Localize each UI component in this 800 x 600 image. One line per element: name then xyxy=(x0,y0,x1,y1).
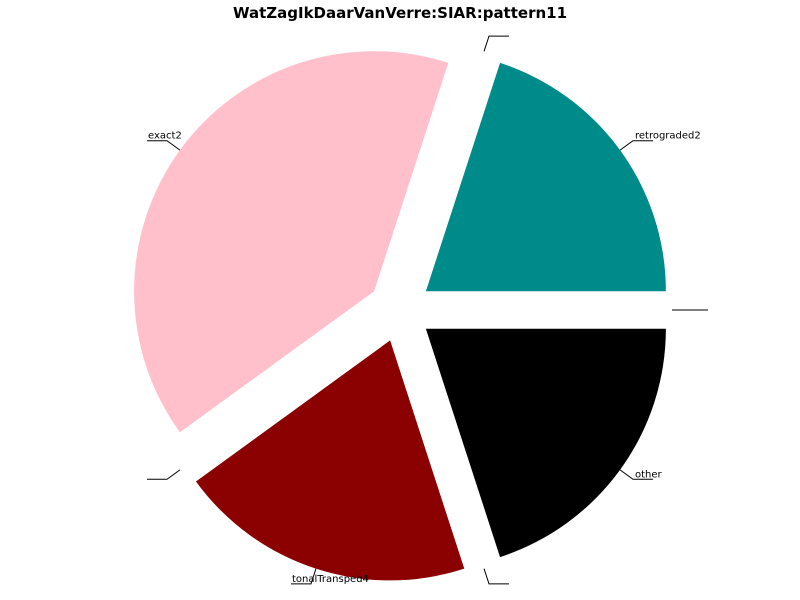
pie-slice-retrograded2 xyxy=(425,62,666,292)
leader-line-exact2 xyxy=(147,140,181,151)
leader-line-tonaltransped4 xyxy=(291,568,317,585)
slice-label-retrograded2: retrograded2 xyxy=(635,131,701,142)
leader-line-unlabeled xyxy=(483,35,509,52)
leader-line-unlabeled xyxy=(147,469,181,480)
chart-title: WatZagIkDaarVanVerre:SIAR:pattern11 xyxy=(232,4,568,22)
leader-line-retrograded2 xyxy=(619,140,653,151)
leader-line-unlabeled xyxy=(483,568,509,585)
slice-label-other: other xyxy=(635,469,663,480)
pie-slice-other xyxy=(425,328,666,558)
slice-label-tonaltransped4: tonalTransped4 xyxy=(292,574,369,585)
leader-line-other xyxy=(619,469,653,480)
pie-labels: other tonalTransped4 exact2 retrograded2 xyxy=(147,35,708,585)
pie-slices xyxy=(134,51,666,581)
slice-label-exact2: exact2 xyxy=(148,131,182,142)
pie-slice-exact2 xyxy=(134,51,449,433)
pie-slice-tonaltransped4 xyxy=(195,340,465,581)
